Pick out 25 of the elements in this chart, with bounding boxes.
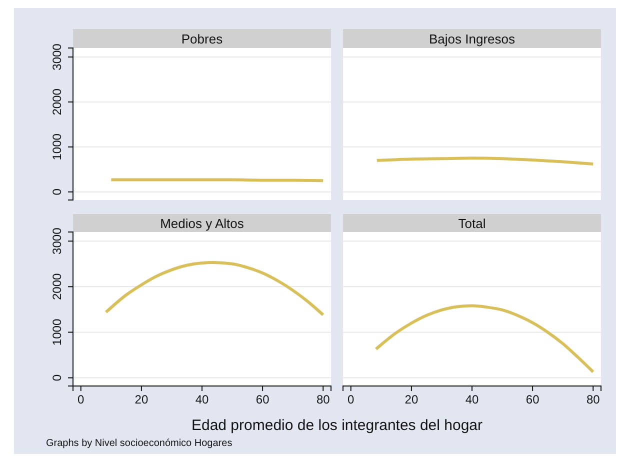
y-tick-label: 1000 (50, 133, 64, 160)
chart-title: Pobres (181, 32, 224, 46)
line-series (104, 261, 325, 316)
y-tick-label: 3000 (50, 227, 64, 254)
x-tick-label: 40 (465, 392, 479, 407)
x-tick-label: 0 (78, 392, 85, 407)
x-tick-label: 40 (195, 392, 209, 407)
x-tick-label: 80 (586, 392, 600, 407)
x-tick-label: 60 (256, 392, 270, 407)
chart-title: Bajos Ingresos (429, 32, 516, 46)
x-axis-title: Edad promedio de los integrantes del hogar (191, 417, 483, 434)
x-tick-label: 60 (526, 392, 540, 407)
chart-title: Medios y Altos (160, 216, 244, 231)
y-tick-label: 2000 (50, 88, 64, 116)
y-tick-label: 3000 (50, 43, 64, 70)
y-tick-label: 1000 (50, 318, 64, 346)
x-tick-label: 20 (134, 392, 148, 407)
y-tick-label: 0 (50, 188, 64, 196)
x-tick-label: 80 (316, 392, 330, 407)
chart-title: Total (458, 216, 486, 231)
x-tick-label: 0 (348, 392, 355, 407)
x-tick-label: 20 (404, 392, 418, 407)
y-tick-label: 2000 (50, 273, 64, 300)
text: Graphs by Nivel socioeconómico Hogares (46, 438, 232, 449)
y-tick-label: 0 (50, 374, 64, 382)
